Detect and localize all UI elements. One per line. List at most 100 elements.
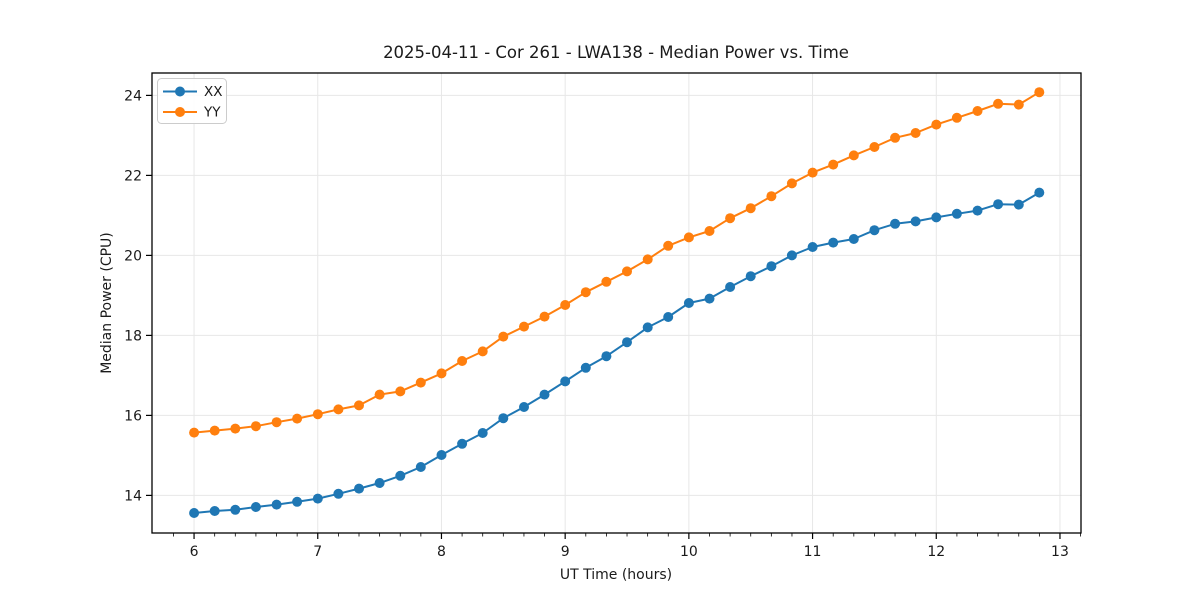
data-point-yy [354,400,364,411]
tick-labels: 6 7 8 9 10 11 12 13 14 16 18 20 22 24 [124,88,1069,560]
gridlines [152,73,1081,533]
data-point-yy [993,98,1004,109]
data-point-yy [519,321,529,332]
legend-label-xx: XX [204,84,223,100]
legend-entry-xx: XX [163,84,223,100]
svg-text:16: 16 [124,408,142,424]
data-point-xx [312,493,323,504]
data-point-xx [807,242,818,252]
data-point-xx [209,506,220,516]
data-point-yy [622,266,632,277]
data-point-yy [807,167,818,178]
data-point-yy [560,300,571,310]
data-point-yy [972,106,983,116]
data-point-xx [354,483,364,494]
svg-text:7: 7 [313,544,322,560]
data-point-xx [601,351,612,362]
data-point-xx [519,402,529,412]
svg-text:8: 8 [437,544,446,560]
data-point-xx [828,237,839,248]
series-line-xx [194,191,1040,514]
data-point-xx [271,499,282,510]
data-point-xx [848,234,859,244]
legend: XX YY [157,78,227,124]
data-point-xx [890,218,901,229]
data-point-xx [745,271,756,282]
data-point-yy [271,417,282,428]
data-point-yy [725,213,736,224]
data-point-yy [250,421,261,432]
data-point-xx [683,298,694,308]
data-point-xx [230,504,241,515]
data-point-yy [704,226,715,236]
chart-title: 2025-04-11 - Cor 261 - LWA138 - Median P… [383,43,849,62]
data-point-xx [415,462,426,472]
data-point-xx [457,438,468,449]
data-point-yy [1034,87,1045,98]
svg-text:18: 18 [124,328,142,344]
data-point-yy [457,356,468,366]
data-point-yy [951,112,962,123]
data-point-xx [766,261,777,272]
data-point-yy [663,240,674,251]
data-point-yy [230,423,241,434]
legend-label-yy: YY [203,105,221,121]
data-point-yy [683,232,694,243]
data-point-xx [704,293,715,304]
svg-text:9: 9 [561,544,570,560]
plot-border [151,72,1082,534]
data-point-yy [539,311,550,322]
data-point-yy [848,150,859,161]
data-point-yy [766,191,777,202]
data-point-yy [931,119,942,130]
data-point-xx [477,428,488,438]
data-point-xx [1013,199,1024,210]
data-point-yy [869,142,880,152]
data-point-yy [477,346,488,357]
data-point-xx [333,488,344,499]
data-point-xx [250,502,261,512]
data-point-yy [745,203,756,214]
data-point-xx [1034,187,1045,198]
data-point-xx [993,199,1004,210]
data-point-xx [931,212,942,223]
data-point-xx [498,413,509,424]
data-point-xx [786,250,797,261]
data-point-yy [415,377,426,388]
axis-ticks [146,94,1082,539]
legend-marker-icon-yy [175,107,185,117]
data-series [189,87,1045,518]
data-point-yy [189,427,200,438]
svg-text:6: 6 [190,544,199,560]
svg-text:24: 24 [124,88,142,104]
data-point-yy [395,386,406,397]
data-point-yy [1013,99,1024,110]
data-point-xx [560,376,571,387]
svg-text:12: 12 [927,544,945,560]
data-point-xx [436,450,447,460]
data-point-yy [910,128,921,138]
data-point-xx [539,389,550,400]
svg-text:22: 22 [124,168,142,184]
data-point-yy [828,159,839,170]
data-point-yy [292,413,303,424]
data-point-yy [209,425,220,436]
data-point-xx [292,496,303,507]
data-point-xx [951,208,962,219]
data-point-yy [333,404,344,415]
legend-entry-yy: YY [163,105,221,121]
legend-marker-icon-xx [175,86,185,97]
data-point-xx [622,337,632,348]
x-axis-label: UT Time (hours) [560,567,672,583]
y-axis-label: Median Power (CPU) [99,232,115,374]
data-point-xx [663,312,674,322]
data-point-xx [869,225,880,236]
svg-text:13: 13 [1051,544,1069,560]
svg-text:10: 10 [680,544,698,560]
data-point-xx [910,216,921,227]
data-point-yy [374,389,385,400]
data-point-xx [580,362,591,373]
data-point-xx [642,322,653,333]
